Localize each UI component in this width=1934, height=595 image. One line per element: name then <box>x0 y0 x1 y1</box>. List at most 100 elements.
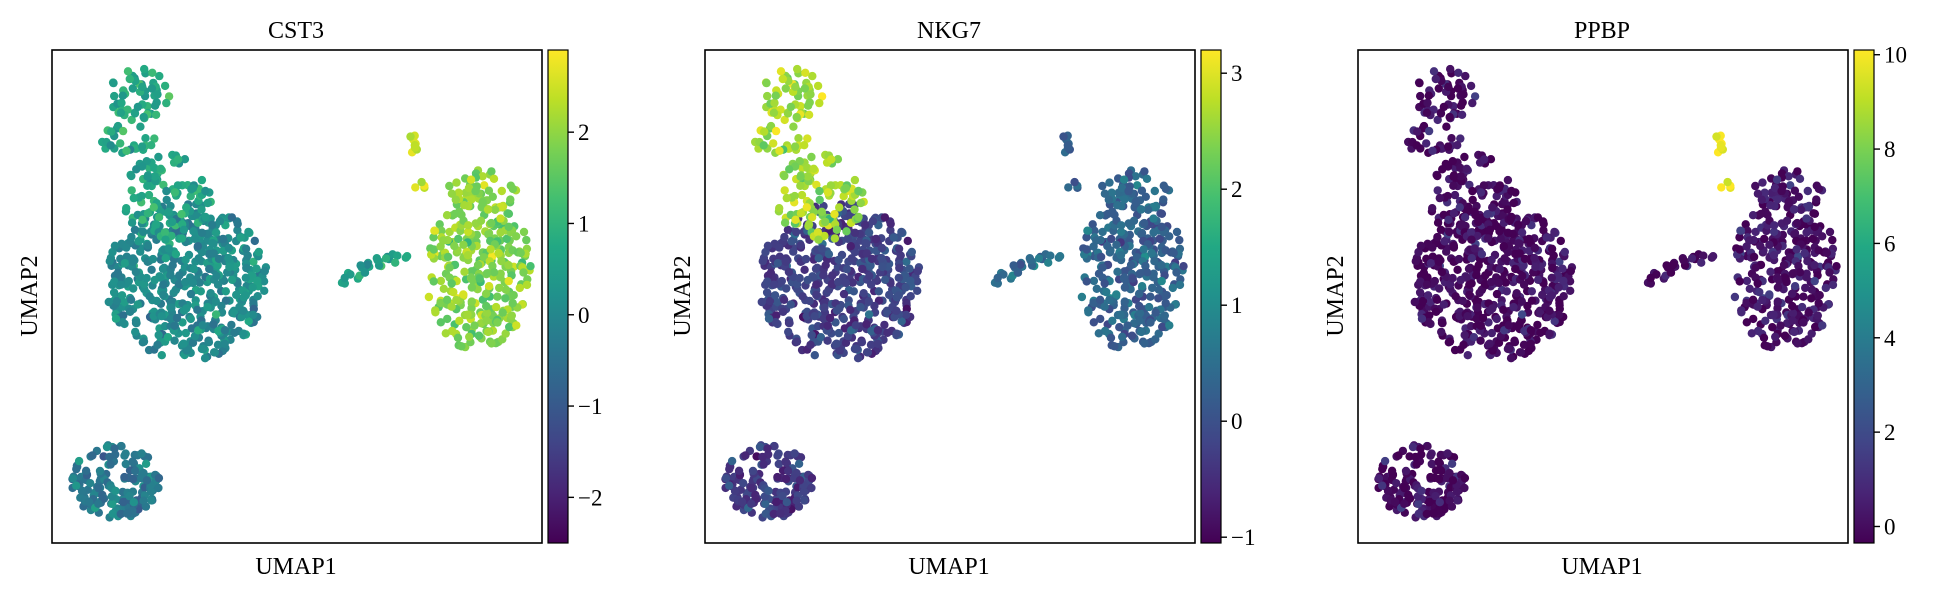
scatter-point <box>1793 339 1802 348</box>
scatter-point <box>1440 237 1449 246</box>
scatter-point <box>783 109 793 118</box>
scatter-point <box>120 259 129 268</box>
scatter-point <box>1755 287 1764 297</box>
scatter-point <box>462 323 471 332</box>
scatter-point <box>1499 305 1508 314</box>
scatter-point <box>1717 183 1726 192</box>
scatter-point <box>1716 143 1726 152</box>
scatter-point <box>790 142 800 151</box>
scatter-point <box>143 453 153 462</box>
scatter-point <box>1103 241 1112 251</box>
scatter-point <box>832 225 842 234</box>
scatter-point <box>108 499 117 508</box>
scatter-point <box>1411 452 1420 462</box>
scatter-point <box>1428 146 1437 155</box>
scatter-point <box>150 163 159 173</box>
scatter-point <box>436 318 445 327</box>
scatter-point <box>501 285 511 294</box>
scatter-point <box>457 210 466 219</box>
scatter-point <box>772 311 781 320</box>
scatter-point <box>813 81 823 91</box>
scatter-point <box>1429 509 1438 518</box>
scatter-point <box>1687 254 1697 263</box>
scatter-point <box>814 235 823 244</box>
scatter-point <box>1811 322 1820 332</box>
scatter-point <box>445 263 454 272</box>
scatter-point <box>175 271 184 280</box>
scatter-point <box>1742 242 1751 251</box>
scatter-point <box>1476 336 1485 345</box>
scatter-point <box>203 198 212 208</box>
scatter-point <box>1803 257 1812 266</box>
scatter-point <box>131 327 140 337</box>
scatter-point <box>496 228 505 237</box>
scatter-point <box>484 230 493 239</box>
scatter-point <box>1517 228 1527 237</box>
scatter-point <box>1803 186 1813 196</box>
scatter-point <box>244 227 253 237</box>
scatter-point <box>762 288 772 297</box>
scatter-point <box>1175 235 1184 245</box>
colorbar-tick-label: 8 <box>1884 137 1896 162</box>
scatter-point <box>186 192 195 201</box>
scatter-point <box>139 496 148 505</box>
scatter-point <box>858 264 867 274</box>
scatter-point <box>1423 98 1432 108</box>
scatter-point <box>1780 331 1790 340</box>
scatter-point <box>1472 271 1481 280</box>
scatter-point <box>808 71 817 81</box>
scatter-point <box>894 273 903 282</box>
scatter-point <box>142 273 151 283</box>
scatter-point <box>210 348 220 357</box>
scatter-point <box>785 318 794 328</box>
scatter-point <box>436 242 445 251</box>
scatter-point <box>1790 230 1799 239</box>
scatter-point <box>465 332 474 341</box>
scatter-point <box>128 257 138 266</box>
scatter-point <box>132 318 141 328</box>
scatter-point <box>1547 273 1557 282</box>
scatter-point <box>131 267 141 277</box>
scatter-point <box>1789 327 1799 337</box>
scatter-point <box>181 328 190 338</box>
scatter-point <box>821 217 830 227</box>
scatter-point <box>759 141 768 150</box>
scatter-point <box>1150 257 1159 266</box>
scatter-point <box>1120 297 1130 306</box>
scatter-point <box>1432 295 1442 304</box>
scatter-point <box>497 257 506 266</box>
scatter-point <box>763 444 772 453</box>
scatter-point <box>1784 198 1793 207</box>
scatter-point <box>137 449 146 458</box>
scatter-point <box>1390 497 1400 507</box>
scatter-point <box>143 209 153 218</box>
scatter-point <box>1533 320 1542 330</box>
scatter-point <box>1105 295 1114 305</box>
scatter-point <box>1771 332 1780 341</box>
scatter-point <box>442 211 452 220</box>
scatter-point <box>443 252 453 262</box>
scatter-point <box>1121 275 1130 285</box>
scatter-point <box>493 318 502 327</box>
scatter-point <box>1548 263 1557 273</box>
scatter-point <box>1753 326 1763 336</box>
scatter-point <box>1434 84 1444 93</box>
scatter-point <box>1464 264 1474 273</box>
scatter-point <box>1492 192 1501 201</box>
scatter-point <box>1449 172 1458 181</box>
scatter-point <box>147 265 156 274</box>
scatter-point <box>1646 273 1655 283</box>
scatter-point <box>1422 280 1432 289</box>
scatter-point <box>393 251 402 260</box>
scatter-point <box>171 250 181 259</box>
scatter-point <box>118 91 128 100</box>
scatter-point <box>1415 78 1424 88</box>
scatter-point <box>770 291 780 300</box>
scatter-point <box>139 337 149 346</box>
scatter-point <box>1517 310 1527 319</box>
scatter-point <box>1478 313 1488 323</box>
scatter-point <box>1165 321 1174 330</box>
scatter-point <box>860 220 870 229</box>
scatter-point <box>519 227 529 237</box>
scatter-point <box>212 271 221 281</box>
